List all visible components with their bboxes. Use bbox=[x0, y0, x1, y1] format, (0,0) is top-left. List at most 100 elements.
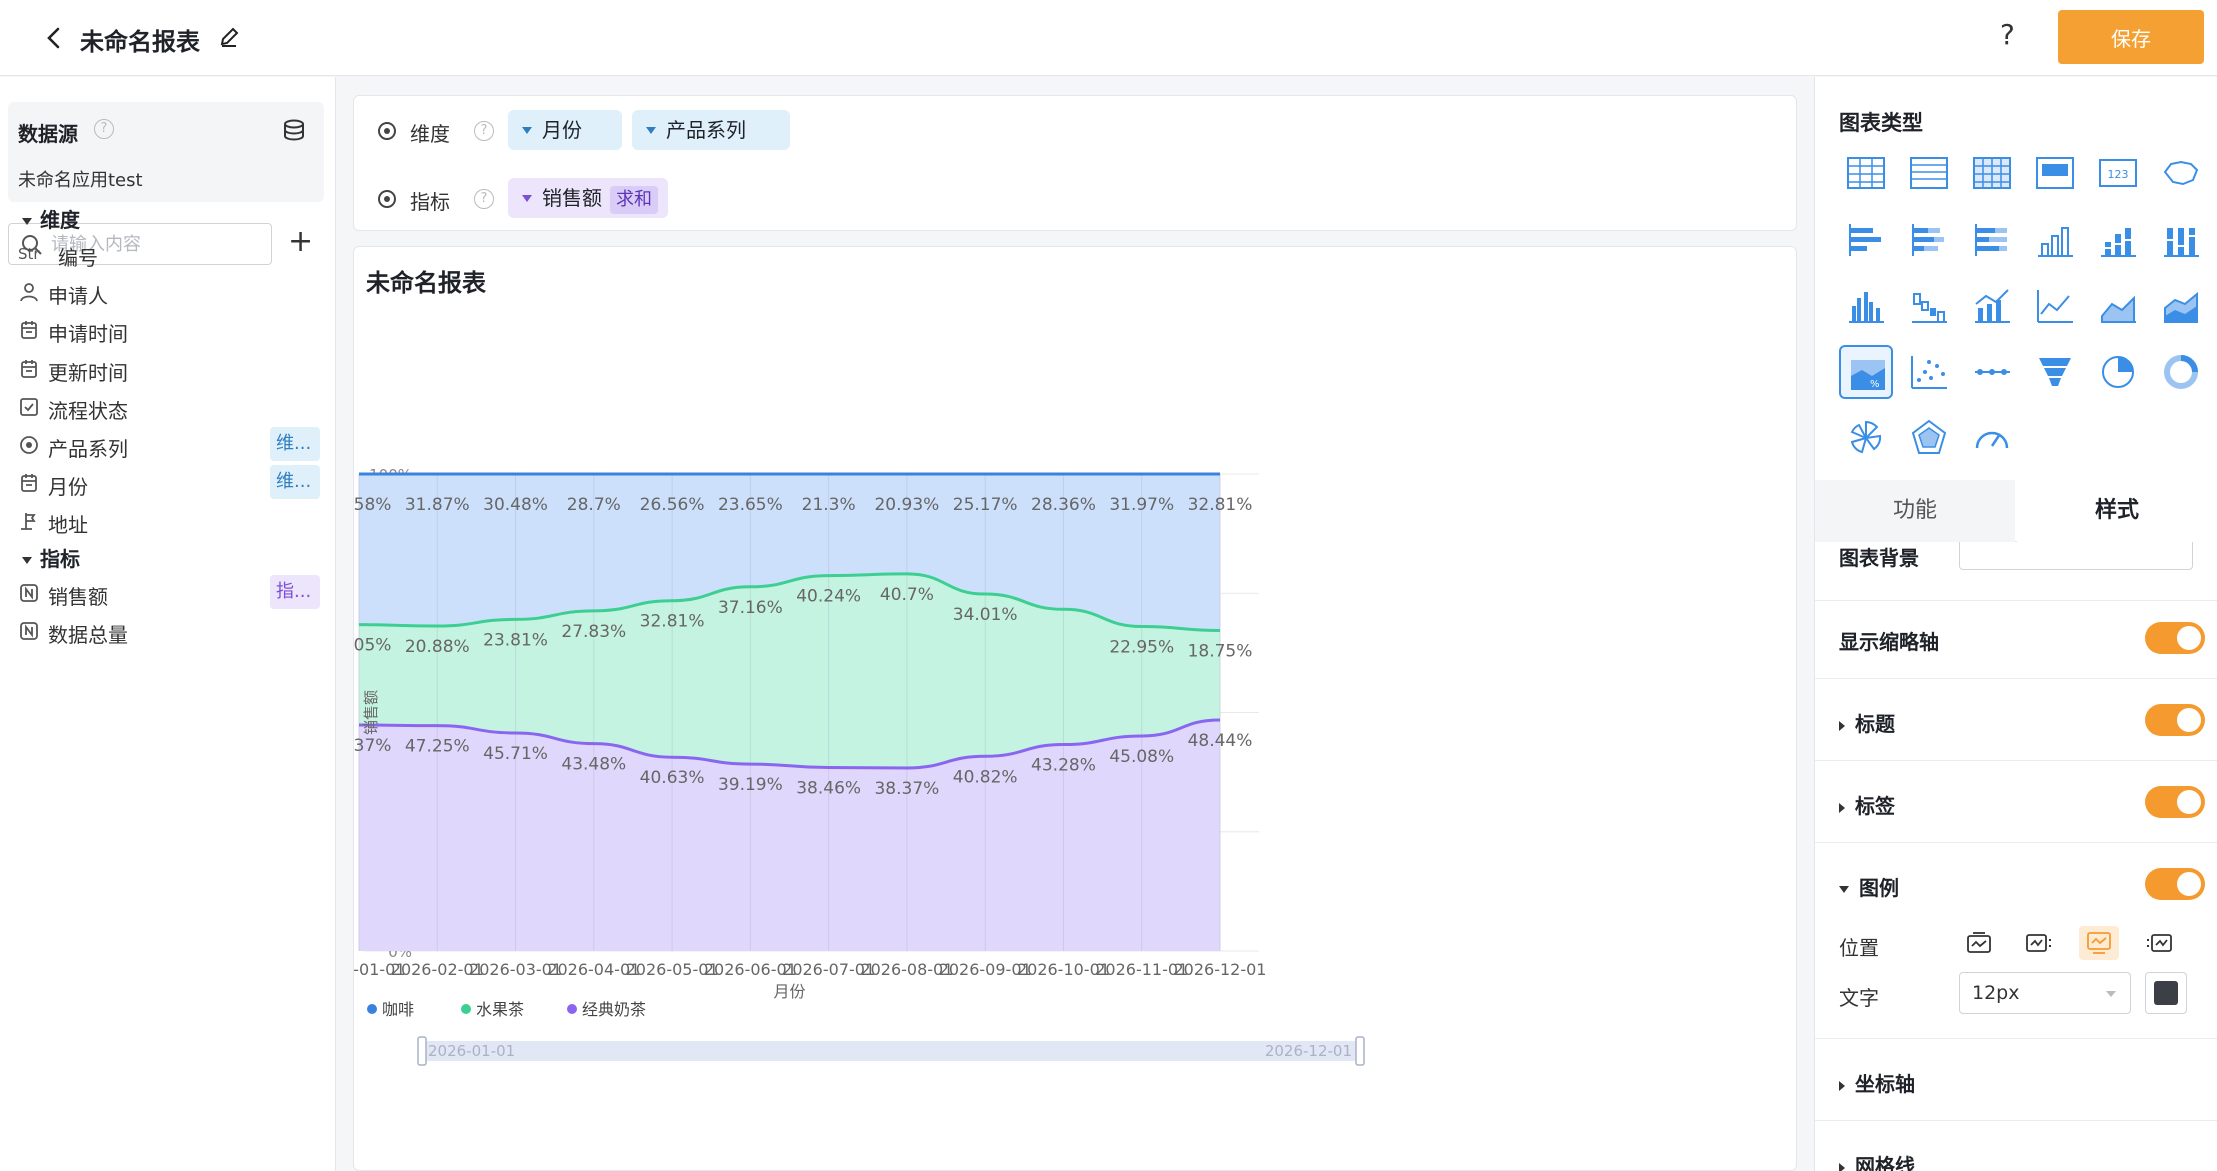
tab-function[interactable]: 功能 bbox=[1815, 480, 2015, 542]
dimension-group-header[interactable]: 维度 bbox=[22, 204, 80, 233]
toggle-labels[interactable] bbox=[2145, 786, 2205, 818]
kpi-number-chart-type[interactable]: 123 bbox=[2091, 147, 2145, 201]
legend-position-bottom-button[interactable] bbox=[2079, 926, 2119, 960]
data-label: 31.58% bbox=[354, 495, 391, 515]
legend-font-size-select[interactable]: 12px bbox=[1959, 972, 2131, 1014]
data-label: 32.81% bbox=[1188, 495, 1253, 515]
toggle-thumbnail-axis[interactable] bbox=[2145, 622, 2205, 654]
field-item[interactable]: 月份 维... bbox=[18, 463, 324, 503]
map-chart-type[interactable] bbox=[2154, 147, 2208, 201]
legend-position-top-button[interactable] bbox=[1959, 926, 1999, 960]
zoom-handle-right[interactable] bbox=[1355, 1036, 1365, 1066]
zoom-start-label: 2026-01-01 bbox=[428, 1042, 515, 1060]
help-icon[interactable]: ? bbox=[474, 189, 494, 209]
chart-bg-input[interactable] bbox=[1959, 542, 2193, 570]
data-label: 20.88% bbox=[405, 637, 470, 657]
dot-line-chart-type[interactable] bbox=[1965, 345, 2019, 399]
percent-bar-chart-type[interactable] bbox=[2154, 213, 2208, 267]
pivot-table-chart-type[interactable] bbox=[1965, 147, 2019, 201]
add-field-button[interactable]: + bbox=[288, 224, 314, 259]
datasource-app-name: 未命名应用test bbox=[18, 170, 143, 191]
divider bbox=[1815, 842, 2217, 843]
zoom-handle-left[interactable] bbox=[417, 1036, 427, 1066]
pie-chart-type[interactable] bbox=[2091, 345, 2145, 399]
section-label[interactable]: 网格线 bbox=[1839, 1150, 1915, 1171]
line-chart-type[interactable] bbox=[2028, 279, 2082, 333]
measure-pill-sales[interactable]: 销售额 求和 bbox=[508, 178, 668, 218]
stacked-hbar-chart-type[interactable] bbox=[1902, 213, 1956, 267]
dimension-pill-month[interactable]: 月份 bbox=[508, 110, 622, 150]
tab-style[interactable]: 样式 bbox=[2017, 480, 2217, 542]
detail-table-chart-type[interactable] bbox=[1902, 147, 1956, 201]
style-settings: 图表背景 显示缩略轴 标题 标签 图例 位置 bbox=[1815, 542, 2217, 1171]
section-label[interactable]: 标题 bbox=[1839, 708, 1895, 737]
x-tick-label: 2026-03-01 bbox=[469, 960, 562, 979]
x-tick-label: 2026-12-01 bbox=[1174, 960, 1267, 979]
field-item[interactable]: 申请人 bbox=[18, 272, 324, 312]
radar-chart-type[interactable] bbox=[1902, 411, 1956, 465]
help-button[interactable]: ? bbox=[2000, 18, 2015, 51]
help-icon[interactable]: ? bbox=[94, 119, 114, 139]
field-item[interactable]: 产品系列 维... bbox=[18, 425, 324, 465]
data-label: 38.46% bbox=[796, 779, 861, 799]
legend-position-left-button[interactable] bbox=[2139, 926, 2179, 960]
donut-chart-type[interactable] bbox=[2154, 345, 2208, 399]
percent-area-chart-type[interactable]: % bbox=[1839, 345, 1893, 399]
legend-position-right-button[interactable] bbox=[2019, 926, 2059, 960]
dimension-pill-product[interactable]: 产品系列 bbox=[632, 110, 790, 150]
aggregation-badge[interactable]: 求和 bbox=[610, 186, 658, 214]
series-line-经典奶茶 bbox=[358, 718, 1221, 770]
data-label: 40.82% bbox=[953, 767, 1018, 787]
divider bbox=[1815, 1038, 2217, 1039]
stacked-bar-chart-type[interactable] bbox=[2091, 213, 2145, 267]
funnel-chart-type[interactable] bbox=[2028, 345, 2082, 399]
hbar-chart-type[interactable] bbox=[1839, 213, 1893, 267]
legend-left-icon bbox=[2147, 934, 2172, 952]
data-label: 32.81% bbox=[640, 612, 705, 632]
pencil-icon bbox=[220, 27, 239, 47]
help-icon[interactable]: ? bbox=[474, 121, 494, 141]
measure-group-header[interactable]: 指标 bbox=[22, 543, 80, 572]
section-label[interactable]: 图例 bbox=[1839, 872, 1899, 901]
section-label: 显示缩略轴 bbox=[1839, 630, 1939, 654]
radio-icon bbox=[378, 122, 396, 140]
zoom-slider-track[interactable] bbox=[422, 1041, 1360, 1061]
save-button[interactable]: 保存 bbox=[2058, 10, 2204, 64]
database-icon[interactable] bbox=[280, 116, 308, 144]
scatter-chart-type[interactable] bbox=[1902, 345, 1956, 399]
legend-color-picker[interactable] bbox=[2145, 972, 2187, 1014]
checkbox-icon bbox=[18, 396, 40, 418]
grouped-bar-chart-type[interactable] bbox=[1839, 279, 1893, 333]
area-chart-type[interactable] bbox=[2091, 279, 2145, 333]
edit-title-button[interactable] bbox=[214, 22, 244, 52]
gauge-chart-type[interactable] bbox=[1965, 411, 2019, 465]
percent-hbar-icon bbox=[1975, 224, 2007, 256]
field-item[interactable]: 更新时间 bbox=[18, 349, 324, 389]
field-item[interactable]: 地址 bbox=[18, 501, 324, 541]
back-button[interactable] bbox=[36, 20, 72, 56]
toggle-title[interactable] bbox=[2145, 704, 2205, 736]
field-item[interactable]: 流程状态 bbox=[18, 387, 324, 427]
field-item[interactable]: 申请时间 bbox=[18, 310, 324, 350]
section-label[interactable]: 标签 bbox=[1839, 790, 1895, 819]
percent-hbar-chart-type[interactable] bbox=[1965, 213, 2019, 267]
section-label[interactable]: 坐标轴 bbox=[1839, 1068, 1915, 1097]
card-chart-type[interactable] bbox=[2028, 147, 2082, 201]
field-label: 数据总量 bbox=[48, 623, 128, 648]
toggle-legend[interactable] bbox=[2145, 868, 2205, 900]
chart-title: 未命名报表 bbox=[366, 269, 486, 297]
data-label: 37.16% bbox=[718, 598, 783, 618]
table-chart-type[interactable] bbox=[1839, 147, 1893, 201]
waterfall-chart-type[interactable] bbox=[1902, 279, 1956, 333]
calendar-icon bbox=[18, 358, 40, 380]
field-label: 申请时间 bbox=[48, 322, 128, 347]
search-input[interactable] bbox=[51, 230, 261, 258]
caret-right-icon bbox=[1839, 1080, 1845, 1091]
rose-chart-type[interactable] bbox=[1839, 411, 1893, 465]
field-item[interactable]: 销售额 指... bbox=[18, 573, 324, 613]
field-item[interactable]: 数据总量 bbox=[18, 611, 324, 651]
stacked-area-chart-type[interactable] bbox=[2154, 279, 2208, 333]
field-item[interactable]: Str 编号 bbox=[18, 234, 324, 274]
bar-chart-type[interactable] bbox=[2028, 213, 2082, 267]
bar-line-chart-type[interactable] bbox=[1965, 279, 2019, 333]
